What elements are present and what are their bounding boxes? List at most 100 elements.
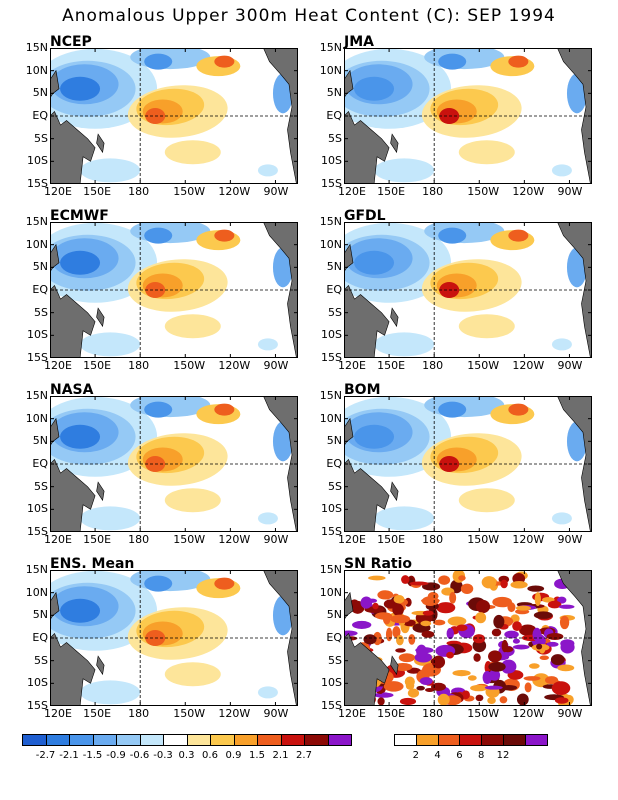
lat-label: 15S (321, 699, 342, 712)
lon-label: 90W (557, 359, 583, 372)
colorbar-tick-label: 0.3 (178, 750, 195, 761)
colorbar-tick-label: -1.5 (82, 750, 103, 761)
colorbar-tick-label: 0.6 (202, 750, 218, 761)
lat-label: 15N (319, 41, 342, 54)
lon-label: 150W (173, 533, 206, 546)
colorbar-swatch (92, 734, 117, 746)
lat-label: 15S (321, 525, 342, 538)
landmass (50, 570, 298, 706)
lon-label: 150E (377, 533, 406, 546)
lon-label: 90W (263, 359, 289, 372)
panel-label-bom: BOM (344, 382, 381, 398)
lat-label: 5S (328, 131, 342, 145)
lat-label: 5N (32, 86, 48, 100)
lat-label: 10S (321, 502, 342, 516)
panel-label-nasa: NASA (50, 382, 94, 398)
lon-label: 150E (83, 707, 112, 720)
lat-label: 15N (25, 215, 48, 228)
colorbar-tick-label: 6 (456, 750, 463, 761)
lat-label: 10S (321, 328, 342, 342)
lat-label: 10N (319, 585, 342, 599)
lon-label: 120E (44, 185, 72, 198)
colorbar-swatch (327, 734, 352, 746)
lat-label: EQ (32, 283, 48, 296)
lon-label: 150E (83, 533, 112, 546)
lon-label: 120W (512, 185, 545, 198)
lat-label: 15N (319, 563, 342, 576)
colorbar-swatch (304, 734, 329, 746)
colorbar-swatch (394, 734, 417, 746)
panel-label-ecmwf: ECMWF (50, 208, 109, 224)
lat-label: 15S (27, 351, 48, 364)
map-plot-ens (50, 570, 298, 706)
panel-label-ncep: NCEP (50, 34, 92, 50)
lon-label: 90W (557, 185, 583, 198)
lat-label: EQ (32, 109, 48, 122)
lat-label: 15S (27, 177, 48, 190)
lon-label: 180 (422, 533, 444, 546)
lat-label: 10N (25, 237, 48, 251)
lat-label: 5N (32, 434, 48, 448)
lat-label: 5N (326, 434, 342, 448)
lat-label: 15S (321, 177, 342, 190)
map-panel-sn: SN Ratio (344, 556, 618, 748)
landmass (344, 396, 592, 532)
panel-label-gfdl: GFDL (344, 208, 386, 224)
lat-label: 10S (321, 154, 342, 168)
lat-label: 10N (319, 411, 342, 425)
lat-label: 5S (34, 653, 48, 667)
lat-label: EQ (32, 457, 48, 470)
colorbar-swatch (257, 734, 282, 746)
map-panel-ens: ENS. Mean (50, 556, 346, 748)
lat-label: 10N (25, 411, 48, 425)
map-panel-jma: JMA (344, 34, 618, 226)
lon-label: 120E (338, 185, 366, 198)
panel-label-ens: ENS. Mean (50, 556, 135, 572)
colorbar-swatch (139, 734, 164, 746)
colorbar-tick-label: 12 (496, 750, 510, 761)
map-panel-nasa: NASA (50, 382, 346, 574)
lat-label: 15S (27, 699, 48, 712)
colorbar-swatch (163, 734, 188, 746)
lat-label: 5S (34, 131, 48, 145)
map-panel-bom: BOM (344, 382, 618, 574)
lat-label: 5N (326, 86, 342, 100)
map-plot-nasa (50, 396, 298, 532)
lat-label: 5S (328, 305, 342, 319)
lat-label: 15N (319, 389, 342, 402)
lon-label: 120E (338, 359, 366, 372)
lat-label: 10S (27, 328, 48, 342)
lon-label: 180 (422, 707, 444, 720)
lon-label: 120W (218, 533, 251, 546)
colorbar-tick-label: -0.9 (106, 750, 126, 761)
lat-label: 10S (321, 676, 342, 690)
lon-label: 150W (173, 707, 206, 720)
lon-label: 150E (377, 185, 406, 198)
lon-label: 150W (173, 359, 206, 372)
lon-label: 180 (128, 707, 150, 720)
sn-ratio-colorbar: 2 4 6 8 12 (394, 734, 548, 764)
colorbar-tick-label: -0.6 (129, 750, 150, 761)
lon-label: 120E (44, 707, 72, 720)
colorbar-swatch (415, 734, 439, 746)
panel-label-sn: SN Ratio (344, 556, 413, 572)
lat-label: EQ (32, 631, 48, 644)
colorbar-swatch (45, 734, 70, 746)
lat-label: EQ (326, 109, 342, 122)
lon-label: 90W (557, 533, 583, 546)
colorbar-tick-label: 2.7 (296, 750, 312, 761)
lat-label: 5N (32, 260, 48, 274)
lon-label: 120W (512, 359, 545, 372)
lat-label: 15N (25, 563, 48, 576)
colorbar-tick-label: 2 (412, 750, 419, 761)
lat-label: 15S (321, 351, 342, 364)
map-plot-ncep (50, 48, 298, 184)
lat-label: 15N (25, 41, 48, 54)
lon-label: 150W (173, 185, 206, 198)
map-panel-gfdl: GFDL (344, 208, 618, 400)
figure-title: Anomalous Upper 300m Heat Content (C): S… (62, 6, 556, 26)
lat-label: 5N (32, 608, 48, 622)
colorbar-tick-label: -2.7 (35, 750, 56, 761)
lon-label: 120W (218, 359, 251, 372)
landmass (344, 222, 592, 358)
